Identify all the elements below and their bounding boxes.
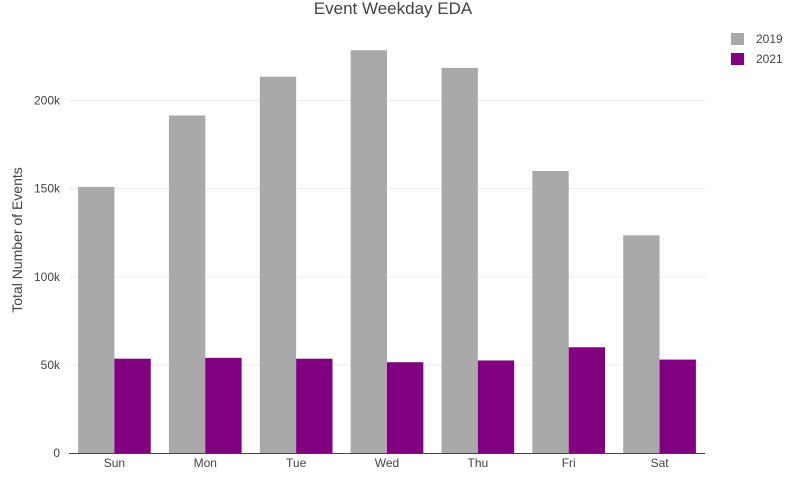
y-axis-ticks: 0 50k 100k 150k 200k: [34, 94, 61, 461]
legend-item-2019[interactable]: 2019: [731, 32, 783, 46]
bar-2021-mon[interactable]: [205, 357, 242, 453]
bar-2019-fri[interactable]: [532, 171, 569, 453]
bar-2019-sun[interactable]: [78, 186, 115, 454]
bar-2021-fri[interactable]: [568, 347, 606, 453]
y-tick-label: 100k: [34, 270, 61, 284]
bars: [78, 50, 696, 454]
bar-2021-thu[interactable]: [477, 360, 515, 453]
chart-title: Event Weekday EDA: [314, 0, 473, 18]
bar-2019-tue[interactable]: [259, 76, 297, 454]
x-tick-label: Sat: [651, 456, 670, 470]
x-tick-label: Mon: [194, 456, 217, 470]
x-tick-label: Wed: [375, 456, 399, 470]
y-tick-label: 200k: [34, 94, 61, 108]
bar-2021-wed[interactable]: [387, 362, 424, 453]
bar-2019-mon[interactable]: [168, 115, 206, 453]
legend-label: 2019: [756, 32, 783, 46]
x-axis-ticks: Sun Mon Tue Wed Thu Fri Sat: [104, 456, 669, 470]
bar-2019-sat[interactable]: [623, 235, 660, 453]
legend-swatch: [731, 33, 744, 45]
x-tick-label: Fri: [562, 456, 576, 470]
y-tick-label: 50k: [41, 358, 61, 372]
legend-item-2021[interactable]: 2021: [731, 52, 783, 66]
bar-2021-sat[interactable]: [659, 359, 696, 453]
bar-2019-wed[interactable]: [350, 50, 387, 454]
y-tick-label: 150k: [34, 182, 61, 196]
x-tick-label: Sun: [104, 456, 125, 470]
x-tick-label: Thu: [468, 456, 489, 470]
legend-swatch: [731, 53, 744, 65]
legend[interactable]: 2019 2021: [731, 32, 783, 66]
bar-2021-sun[interactable]: [114, 358, 151, 453]
bar-2019-thu[interactable]: [441, 67, 478, 454]
y-tick-label: 0: [53, 446, 60, 460]
x-tick-label: Tue: [286, 456, 307, 470]
y-axis-label: Total Number of Events: [9, 167, 25, 313]
bar-2021-tue[interactable]: [296, 358, 333, 453]
legend-label: 2021: [756, 52, 783, 66]
